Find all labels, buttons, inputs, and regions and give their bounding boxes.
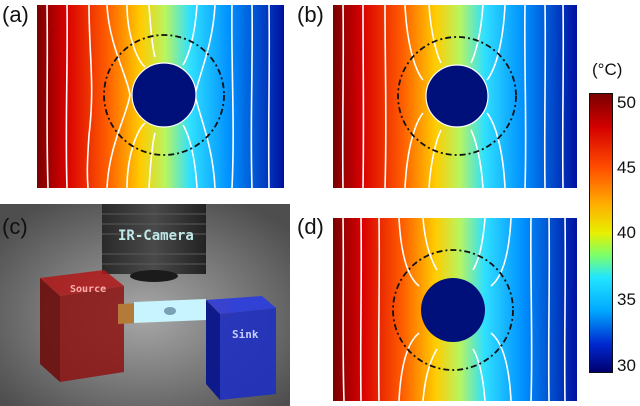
temperature-map-b [333,5,577,188]
colorbar-tick: 50 [617,93,636,112]
panel-a-label: (a) [2,2,29,27]
source-label: Source [70,284,107,295]
panel-c-label: (c) [2,214,28,239]
sample-plate [118,299,230,324]
panel-d-label: (d) [297,214,324,239]
sink-block [206,296,276,400]
colorbar-unit: (°C) [592,60,623,79]
colorbar-tick: 30 [617,356,636,375]
isotherm-lines-d [342,218,567,401]
panel-b-label: (b) [297,2,324,27]
colorbar [589,93,613,373]
colorbar-tick: 40 [617,223,636,242]
colorbar-tick: 45 [617,158,636,177]
ir-camera [102,204,206,282]
source-block [40,270,124,382]
temperature-map-d [333,218,577,401]
camera-label: IR-Camera [118,228,194,244]
experimental-setup-render: IR-Camera Source Sink [0,204,290,406]
temperature-map-a [37,5,284,188]
colorbar-tick: 35 [617,290,636,309]
sink-label: Sink [232,328,259,341]
